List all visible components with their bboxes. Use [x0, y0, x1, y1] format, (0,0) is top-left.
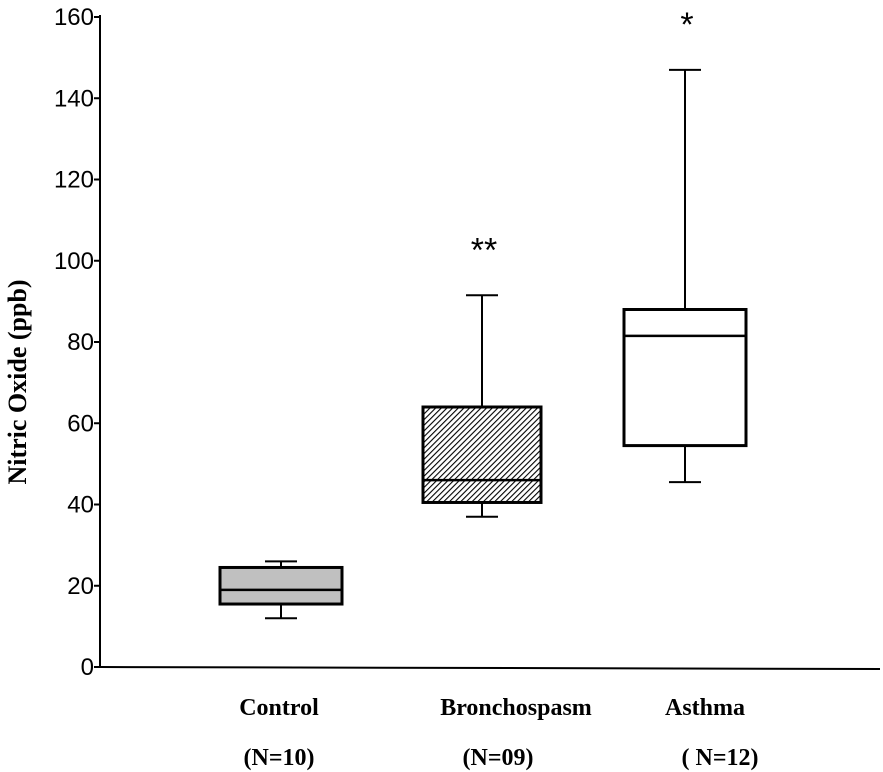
y-tick-label: 160 [54, 4, 94, 31]
significance-marker: * [680, 6, 693, 44]
iqr-box [421, 405, 543, 504]
sample-size-label: (N=09) [463, 745, 534, 771]
y-tick-label: 80 [67, 329, 94, 356]
y-ticks: 0 20 40 60 80 100 120 140 160 [54, 4, 100, 681]
box-bronchospasm: ** [421, 231, 543, 518]
axes [99, 15, 881, 670]
y-tick-label: 120 [54, 167, 94, 194]
category-label: Asthma [665, 695, 745, 721]
category-labels: Control (N=10) Bronchospasm (N=09) Asthma ( N… [239, 695, 758, 771]
y-tick-label: 100 [54, 248, 94, 275]
sample-size-label: ( N=12) [682, 745, 759, 771]
sample-size-label: (N=10) [244, 745, 315, 771]
iqr-box [622, 308, 748, 448]
x-axis [99, 666, 881, 670]
box-asthma: * [622, 6, 748, 484]
y-tick-label: 0 [81, 654, 94, 681]
category-label: Control [239, 695, 319, 721]
y-axis-label: Nitric Oxide (ppb) [3, 279, 32, 484]
significance-marker: ** [471, 231, 497, 269]
y-tick-label: 60 [67, 410, 94, 437]
box-control [218, 560, 344, 620]
y-tick-label: 40 [67, 492, 94, 519]
category-label: Bronchospasm [440, 695, 592, 721]
iqr-box [218, 565, 344, 606]
y-tick-label: 20 [67, 573, 94, 600]
boxes: *** [218, 6, 748, 620]
y-tick-label: 140 [54, 85, 94, 112]
